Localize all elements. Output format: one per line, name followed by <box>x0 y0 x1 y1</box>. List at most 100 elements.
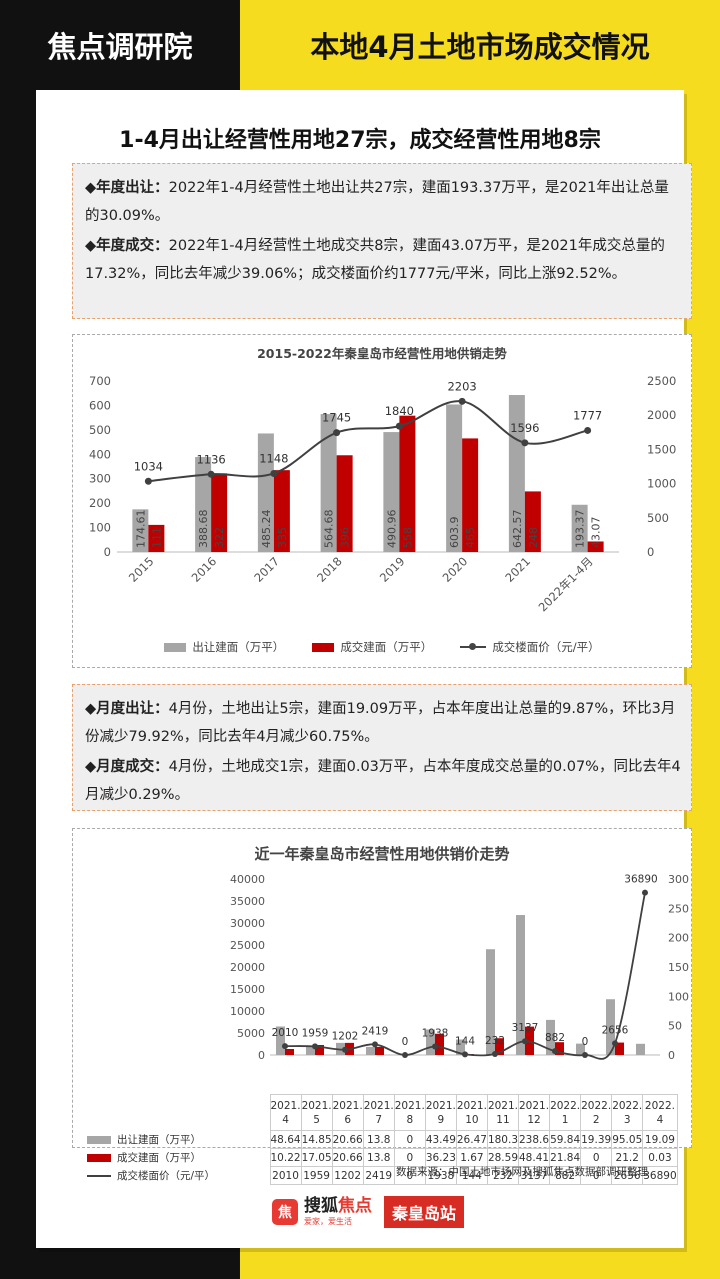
price-value-label: 1596 <box>510 421 539 435</box>
price-value-label: 1840 <box>385 404 414 418</box>
supply-bar <box>195 457 212 552</box>
deal-bar <box>462 438 479 552</box>
x-tick-label: 2016 <box>189 554 220 585</box>
annual-chart-title: 2015-2022年秦皇岛市经营性用地供销走势 <box>257 346 507 361</box>
y-left-tick: 35000 <box>230 895 265 908</box>
price-value-label: 1034 <box>134 459 163 473</box>
table-row-head: 成交楼面价（元/平） <box>83 1167 270 1185</box>
table-category: 2021. 4 <box>269 1094 302 1131</box>
category-line: 12 <box>527 1113 541 1126</box>
price-point <box>282 1043 288 1050</box>
table-row-label: 成交建面（万平） <box>117 1152 201 1164</box>
category-line: 2021. <box>363 1099 394 1112</box>
annual-supply-label: ◆年度出让： <box>85 180 169 196</box>
price-point <box>582 1052 588 1058</box>
deal-value-label: 465 <box>464 527 477 548</box>
category-line: 2022. <box>581 1099 612 1112</box>
monthly-supply-paragraph: ◆月度出让：4月份，土地出让5宗，建面19.09万平，占本年度出让总量的9.87… <box>85 695 681 751</box>
page-header: 焦点调研院 本地4月土地市场成交情况 <box>0 0 720 90</box>
table-row: 出让建面（万平） 48.64 14.85 20.66 13.8 0 43.49 26.47 18… <box>83 1130 678 1149</box>
price-point <box>342 1046 348 1053</box>
table-category: 2022. 3 <box>611 1094 644 1131</box>
table-cell: 2010 <box>269 1166 302 1185</box>
monthly-deal-text: 4月份，土地成交1宗，建面0.03万平，占本年度成交总量的0.07%，同比去年4… <box>85 759 681 803</box>
monthly-deal-paragraph: ◆月度成交：4月份，土地成交1宗，建面0.03万平，占本年度成交总量的0.07%… <box>85 753 681 809</box>
supply-bar <box>516 915 525 1055</box>
category-line: 7 <box>375 1113 383 1126</box>
table-cell: 95.05 <box>611 1130 644 1149</box>
legend-supply-label: 出让建面（万平） <box>192 640 285 654</box>
category-line: 9 <box>437 1113 445 1126</box>
supply-value-label: 388.68 <box>197 510 210 549</box>
table-category: 2021. 11 <box>486 1094 520 1131</box>
category-line: 1 <box>561 1113 569 1126</box>
y-right-tick: 2500 <box>647 374 676 388</box>
y-left-tick: 20000 <box>230 961 265 974</box>
price-point <box>312 1043 318 1050</box>
footer-logo: 焦 搜狐焦点 爱家，爱生活 秦皇岛站 <box>272 1196 465 1228</box>
category-line: 4 <box>656 1113 664 1126</box>
price-value-label: 1777 <box>573 408 602 422</box>
x-tick-label: 2020 <box>440 554 471 585</box>
price-value-label: 882 <box>545 1032 565 1044</box>
y-left-tick: 200 <box>89 496 111 510</box>
x-tick-label: 2022年1-4月 <box>536 554 596 614</box>
price-value-label: 3137 <box>512 1022 539 1034</box>
deal-bar <box>375 1046 384 1055</box>
monthly-data-table: 2021. 4 2021. 5 2021. 6 2021. 7 2021. 8 2021. 9 2021… <box>83 1094 678 1185</box>
price-point <box>612 1040 618 1047</box>
y-right-tick: 500 <box>647 511 669 525</box>
y-right-tick: 2000 <box>647 408 676 422</box>
category-line: 2022. <box>612 1099 643 1112</box>
table-cell: 3137 <box>517 1166 551 1185</box>
station-badge: 秦皇岛站 <box>384 1196 465 1228</box>
table-cell: 2656 <box>611 1166 644 1185</box>
x-tick-label: 2019 <box>377 554 408 585</box>
deal-bar <box>435 1033 444 1055</box>
annual-summary-box: ◆年度出让：2022年1-4月经营性土地出让共27宗，建面193.37万平，是2… <box>72 163 692 319</box>
table-row-head: 出让建面（万平） <box>83 1131 270 1149</box>
y-left-tick: 10000 <box>230 1005 265 1018</box>
y-left-tick: 0 <box>104 545 111 559</box>
y-left-tick: 100 <box>89 521 111 535</box>
category-line: 2021. <box>301 1099 332 1112</box>
table-cell: 59.84 <box>549 1130 582 1149</box>
table-cell: 13.8 <box>362 1130 395 1149</box>
table-cell: 17.05 <box>300 1148 333 1167</box>
category-line: 8 <box>406 1113 414 1126</box>
supply-bar <box>456 1039 465 1055</box>
x-tick-label: 2018 <box>314 554 345 585</box>
price-point <box>642 889 648 896</box>
y-right-tick: 300 <box>668 873 689 886</box>
price-point <box>432 1043 438 1050</box>
y-right-tick: 50 <box>668 1020 682 1033</box>
price-value-label: 144 <box>455 1035 475 1047</box>
monthly-chart-title: 近一年秦皇岛市经营性用地供销价走势 <box>254 845 510 863</box>
table-cell: 48.64 <box>269 1130 302 1149</box>
supply-bar <box>366 1046 375 1055</box>
deal-bar <box>211 473 228 552</box>
y-left-tick: 30000 <box>230 917 265 930</box>
y-left-tick: 0 <box>258 1049 265 1062</box>
supply-value-label: 603.9 <box>448 517 461 549</box>
price-value-label: 1745 <box>322 411 351 425</box>
table-cell: 26.47 <box>455 1130 488 1149</box>
category-line: 2021. <box>519 1099 550 1112</box>
deal-bar <box>615 1042 624 1055</box>
table-row-label: 成交楼面价（元/平） <box>117 1170 216 1182</box>
supply-value-label: 564.68 <box>323 510 336 549</box>
legend-price: 成交楼面价（元/平） <box>460 639 600 655</box>
deal-bar <box>587 541 604 552</box>
logo-slogan: 爱家，爱生活 <box>304 1217 352 1226</box>
price-value-label: 2203 <box>447 379 476 393</box>
price-point <box>522 1038 528 1045</box>
price-point <box>395 422 403 430</box>
table-cell: 21.84 <box>549 1148 582 1167</box>
price-value-label: 232 <box>485 1035 505 1047</box>
deal-value-label: 111 <box>150 527 163 548</box>
annual-chart-legend: 出让建面（万平） 成交建面（万平） 成交楼面价（元/平） <box>73 639 691 655</box>
table-cell: 882 <box>549 1166 582 1185</box>
supply-bar <box>508 395 525 552</box>
supply-bar <box>306 1046 315 1055</box>
table-swatch-supply <box>87 1136 111 1144</box>
